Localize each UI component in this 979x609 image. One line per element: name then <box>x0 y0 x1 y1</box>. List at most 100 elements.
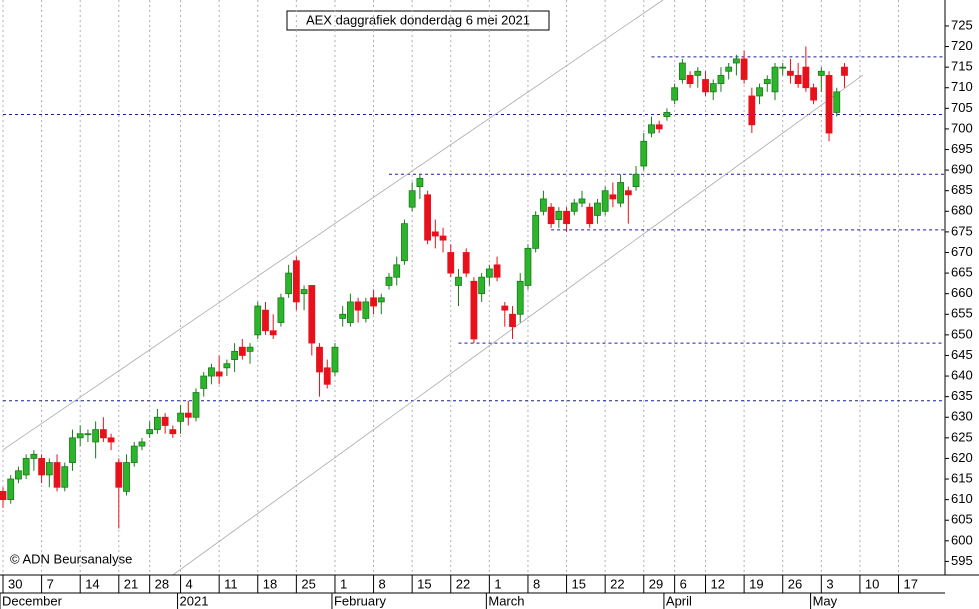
candle-body <box>578 198 586 204</box>
candle-body <box>169 429 177 435</box>
candle-body <box>601 190 609 212</box>
candle-body <box>123 462 130 492</box>
candle-body <box>702 79 709 93</box>
x-tick-label: 18 <box>263 576 277 591</box>
candle-body <box>300 289 308 295</box>
y-tick-label: 695 <box>951 141 973 156</box>
candle-body <box>269 330 277 336</box>
candle-body <box>238 346 246 356</box>
candle-body <box>594 202 601 216</box>
candle-body <box>493 264 501 278</box>
candle-body <box>22 458 30 476</box>
y-tick-label: 630 <box>951 409 973 424</box>
candle-body <box>439 235 447 241</box>
candle-body <box>30 453 38 459</box>
candle-body <box>277 297 285 323</box>
candle-body <box>624 190 632 196</box>
month-label: April <box>666 593 692 608</box>
candle-body <box>385 276 393 286</box>
x-tick-label: 3 <box>826 576 833 591</box>
candle-body <box>15 470 22 480</box>
candle-body <box>516 280 524 315</box>
x-tick-label: 22 <box>456 576 470 591</box>
candle-body <box>748 95 756 126</box>
x-tick-label: 25 <box>301 576 315 591</box>
candle-body <box>740 58 748 80</box>
candle-body <box>810 87 817 101</box>
candle-body <box>323 367 331 385</box>
candle-body <box>416 177 424 187</box>
trend-line <box>172 74 864 575</box>
y-tick-label: 710 <box>951 79 973 94</box>
candle-body <box>771 66 779 93</box>
candle-body <box>825 74 833 134</box>
y-tick-label: 615 <box>951 470 973 485</box>
candle-body <box>223 363 231 369</box>
candle-body <box>153 416 161 431</box>
x-tick-label: 7 <box>47 576 54 591</box>
candle-body <box>470 280 478 340</box>
candle-body <box>447 252 455 274</box>
copyright: © ADN Beursanalyse <box>10 551 132 566</box>
candle-body <box>671 87 679 101</box>
candle-body <box>617 182 624 204</box>
candle-body <box>563 210 570 225</box>
candle-body <box>184 412 192 418</box>
y-tick-label: 715 <box>951 59 973 74</box>
candle-body <box>841 66 848 76</box>
candle-body <box>555 210 563 220</box>
candle-body <box>231 350 239 360</box>
candle-body <box>648 124 655 134</box>
candle-body <box>794 74 802 85</box>
x-tick-label: 19 <box>749 576 763 591</box>
month-label: December <box>2 593 63 608</box>
candle-body <box>38 458 45 476</box>
y-tick-label: 680 <box>951 203 973 218</box>
candle-body <box>354 301 362 311</box>
y-tick-label: 700 <box>951 120 973 135</box>
candle-body <box>532 215 540 249</box>
candle-body <box>678 62 686 80</box>
candle-body <box>331 346 339 373</box>
candle-body <box>709 83 717 93</box>
candle-body <box>763 79 771 85</box>
candle-body <box>462 252 470 274</box>
candle-body <box>540 198 547 212</box>
candle-body <box>53 462 61 488</box>
candle-body <box>570 202 578 212</box>
y-tick-label: 650 <box>951 326 973 341</box>
x-tick-label: 11 <box>224 576 238 591</box>
x-tick-label: 17 <box>904 576 918 591</box>
candle-body <box>802 66 810 89</box>
candle-body <box>254 305 262 336</box>
month-label: 2021 <box>180 593 209 608</box>
candle-body <box>262 309 269 332</box>
candle-body <box>640 140 648 167</box>
candle-body <box>130 445 138 463</box>
candle-body <box>215 371 223 377</box>
candle-body <box>138 441 146 447</box>
candle-body <box>655 124 663 130</box>
candle-body <box>115 462 123 488</box>
month-label: February <box>334 593 387 608</box>
x-tick-label: 12 <box>711 576 725 591</box>
candle-body <box>817 70 825 76</box>
candle-body <box>161 416 169 426</box>
candle-body <box>756 87 763 97</box>
month-label: March <box>488 593 524 608</box>
x-tick-label: 15 <box>572 576 586 591</box>
candle-body <box>632 173 640 187</box>
candle-body <box>208 367 215 377</box>
candle-body <box>84 433 92 436</box>
candle-body <box>45 462 53 476</box>
y-tick-label: 595 <box>951 553 973 568</box>
x-tick-label: 26 <box>788 576 802 591</box>
y-tick-label: 725 <box>951 17 973 32</box>
candle-body <box>61 466 69 488</box>
x-tick-label: 21 <box>124 576 138 591</box>
y-tick-label: 705 <box>951 100 973 115</box>
y-tick-label: 655 <box>951 306 973 321</box>
candle-body <box>725 66 733 72</box>
candle-body <box>346 301 354 323</box>
